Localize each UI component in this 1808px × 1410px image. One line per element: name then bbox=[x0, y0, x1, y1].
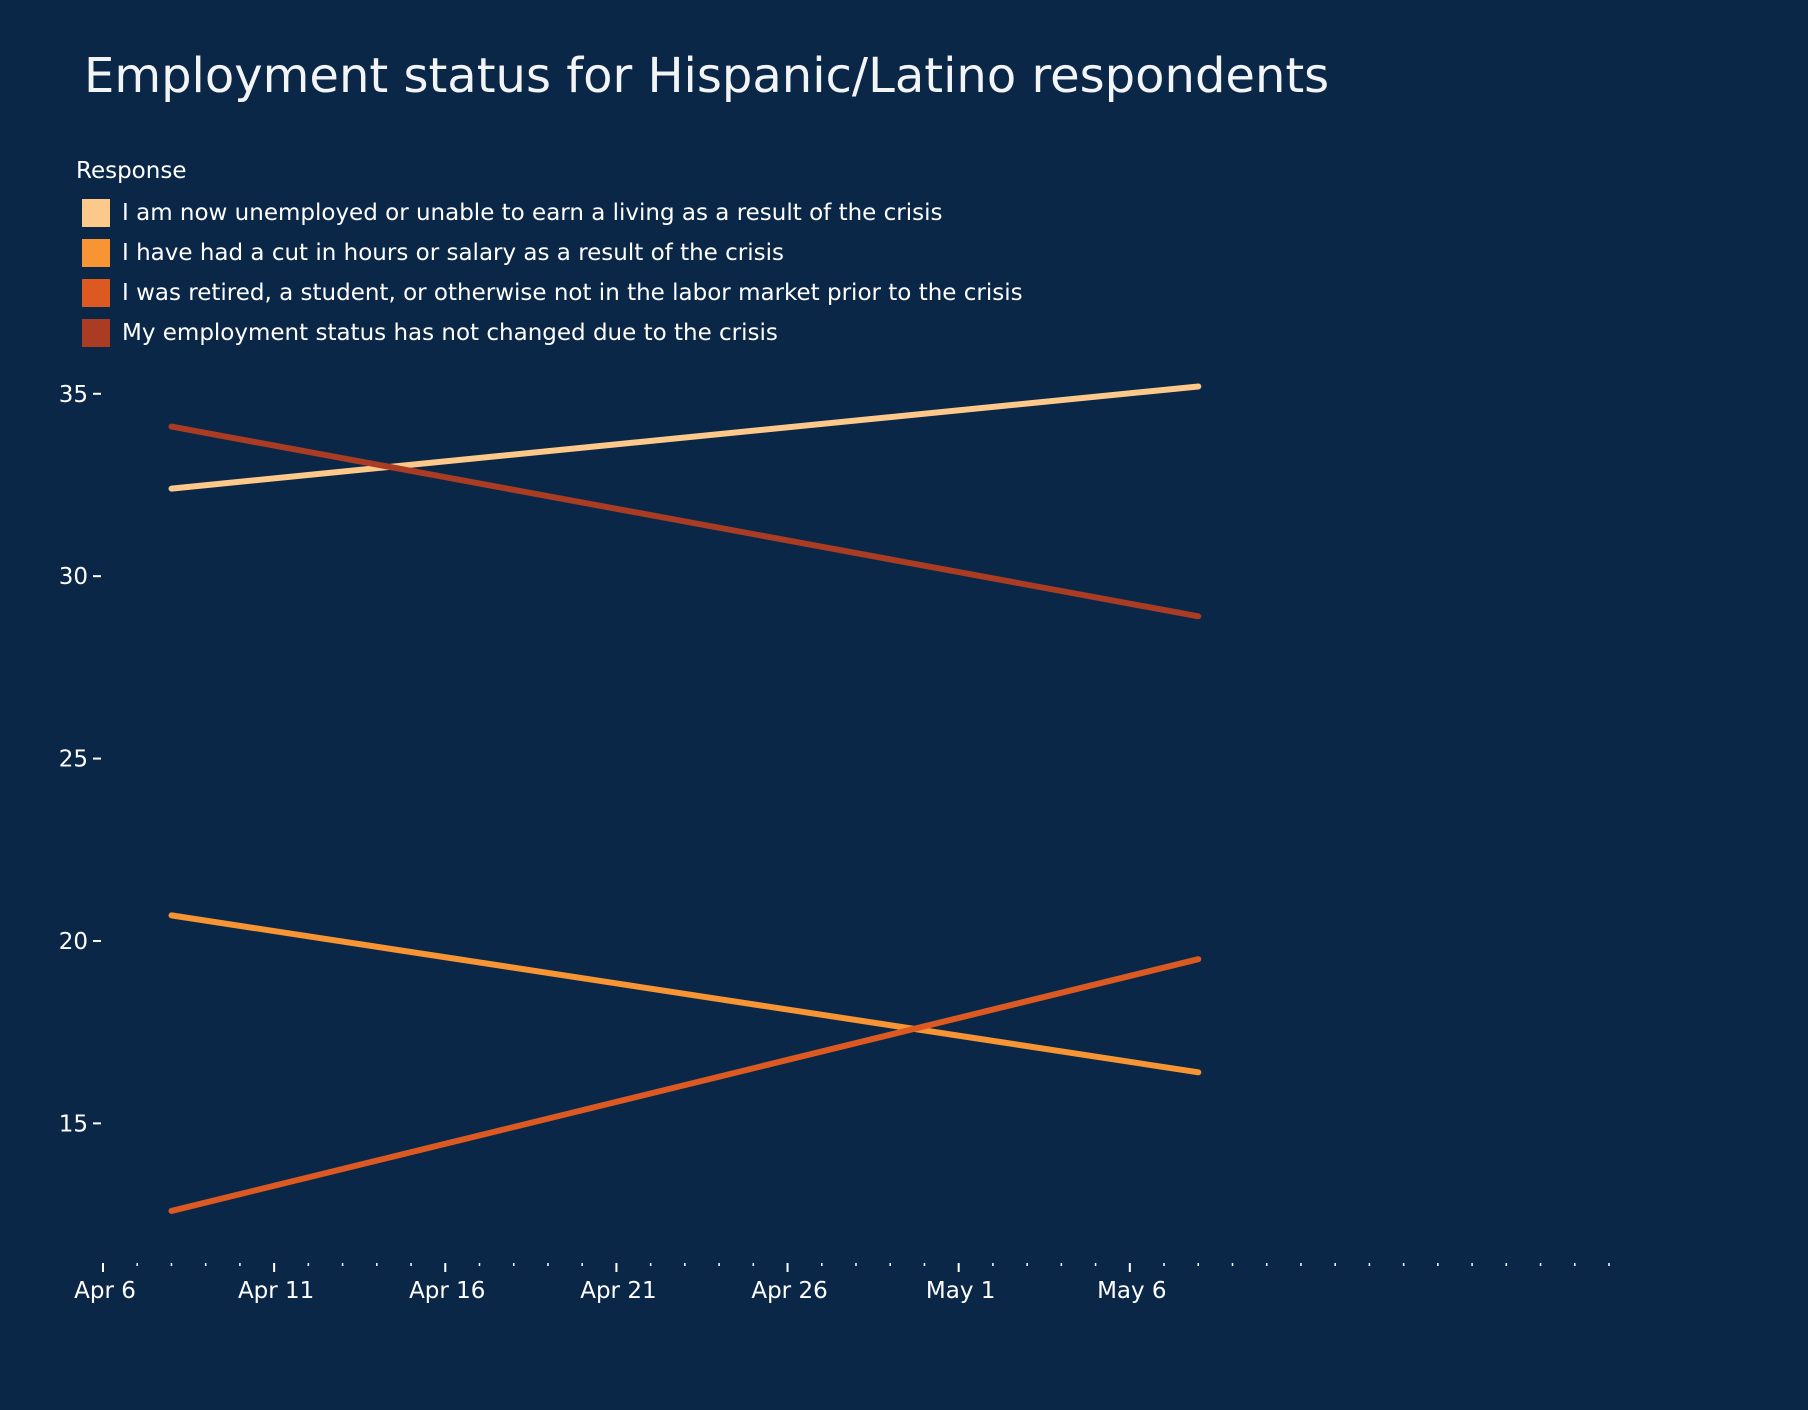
series-line bbox=[168, 956, 1202, 1214]
legend-label: My employment status has not changed due… bbox=[122, 320, 778, 346]
legend-label: I was retired, a student, or otherwise n… bbox=[122, 280, 1023, 306]
legend-label: I am now unemployed or unable to earn a … bbox=[122, 200, 943, 226]
series-line bbox=[168, 383, 1202, 492]
legend-label: I have had a cut in hours or salary as a… bbox=[122, 240, 784, 266]
legend-swatch bbox=[82, 279, 110, 307]
x-tick-label: Apr 26 bbox=[751, 1278, 827, 1304]
chart-title: Employment status for Hispanic/Latino re… bbox=[84, 48, 1330, 104]
y-tick-label: 25 bbox=[59, 747, 88, 773]
y-tick-label: 30 bbox=[59, 564, 88, 590]
x-tick-label: Apr 6 bbox=[74, 1278, 136, 1304]
legend-title: Response bbox=[76, 158, 187, 184]
legend-item[interactable]: I am now unemployed or unable to earn a … bbox=[76, 193, 1023, 233]
legend-item[interactable]: I have had a cut in hours or salary as a… bbox=[76, 233, 1023, 273]
y-tick-label: 20 bbox=[59, 929, 88, 955]
y-tick-label: 35 bbox=[59, 382, 88, 408]
x-tick-label: May 6 bbox=[1097, 1278, 1167, 1304]
x-tick-label: Apr 16 bbox=[409, 1278, 485, 1304]
legend-item[interactable]: I was retired, a student, or otherwise n… bbox=[76, 273, 1023, 313]
y-tick-label: 15 bbox=[59, 1111, 88, 1137]
legend: Response I am now unemployed or unable t… bbox=[76, 158, 1023, 353]
x-tick-label: Apr 21 bbox=[580, 1278, 656, 1304]
series-line bbox=[168, 912, 1202, 1076]
series-line bbox=[168, 423, 1202, 620]
x-tick-label: May 1 bbox=[926, 1278, 996, 1304]
legend-item[interactable]: My employment status has not changed due… bbox=[76, 313, 1023, 353]
legend-swatch bbox=[82, 199, 110, 227]
legend-swatch bbox=[82, 319, 110, 347]
x-tick-label: Apr 11 bbox=[238, 1278, 314, 1304]
legend-swatch bbox=[82, 239, 110, 267]
